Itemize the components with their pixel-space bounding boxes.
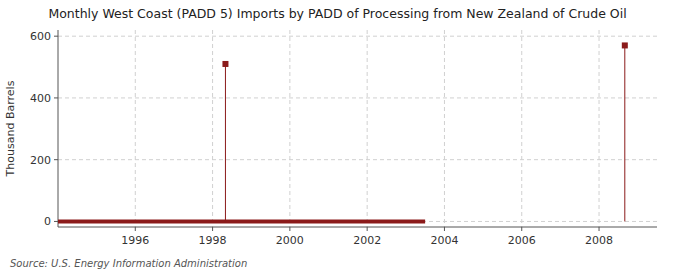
stem-marker	[222, 61, 228, 67]
axes: 0 200 400 600 1996 1998 2000 2002 2004 2006 2008	[30, 30, 657, 247]
x-axis-line	[58, 227, 657, 228]
chart: 0 200 400 600 1996 1998 2000 2002 2004 2006 2008 Mo…	[0, 0, 675, 275]
y-tick-label: 600	[30, 30, 51, 43]
x-tick	[444, 227, 445, 231]
y-tick	[54, 221, 58, 222]
x-tick	[212, 227, 213, 231]
zero-line	[58, 219, 425, 223]
x-tick-label: 2006	[508, 234, 536, 247]
x-tick-label: 2004	[430, 234, 458, 247]
y-axis-line	[58, 30, 59, 227]
x-tick	[521, 227, 522, 231]
grid-line-x	[521, 30, 522, 227]
x-tick-label: 2008	[585, 234, 613, 247]
y-tick	[54, 36, 58, 37]
y-tick	[54, 97, 58, 98]
y-tick-label: 0	[44, 215, 51, 228]
marks	[58, 42, 628, 221]
x-tick-label: 1996	[121, 234, 149, 247]
grid-line-x	[599, 30, 600, 227]
x-tick	[135, 227, 136, 231]
grid-line-y	[58, 159, 657, 160]
x-tick-label: 2000	[276, 234, 304, 247]
stem-marker	[622, 42, 628, 48]
grid-line-x	[212, 30, 213, 227]
grid-line-x	[135, 30, 136, 227]
grid-line-x	[289, 30, 290, 227]
x-tick	[367, 227, 368, 231]
stem	[624, 45, 625, 221]
title: Monthly West Coast (PADD 5) Imports by P…	[48, 6, 626, 21]
grid-line-x	[444, 30, 445, 227]
y-tick	[54, 159, 58, 160]
y-tick-label: 200	[30, 154, 51, 167]
x-tick	[289, 227, 290, 231]
grid	[58, 30, 657, 227]
x-tick-label: 2002	[353, 234, 381, 247]
grid-line-y	[58, 36, 657, 37]
y-tick-label: 400	[30, 92, 51, 105]
grid-line-y	[58, 221, 657, 222]
x-tick-label: 1998	[199, 234, 227, 247]
grid-line-x	[367, 30, 368, 227]
grid-line-y	[58, 97, 657, 98]
chart-container: 0 200 400 600 1996 1998 2000 2002 2004 2006 2008 Mo…	[0, 0, 675, 275]
source: Source: U.S. Energy Information Administ…	[10, 258, 247, 269]
x-tick	[599, 227, 600, 231]
stem	[225, 64, 226, 221]
y-axis-label: Thousand Barrels	[4, 80, 17, 177]
